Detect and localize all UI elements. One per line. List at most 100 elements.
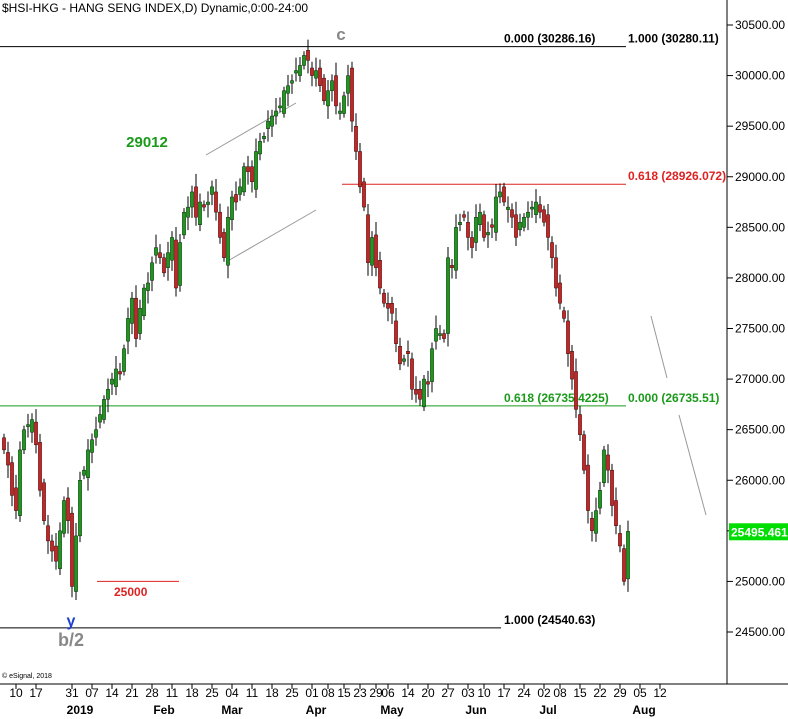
x-tick-label: 07 bbox=[85, 686, 99, 700]
x-tick-label: 18 bbox=[265, 686, 279, 700]
candle-up bbox=[182, 211, 186, 236]
candle-down bbox=[546, 214, 550, 238]
candle-up bbox=[266, 120, 270, 129]
x-tick-label: 21 bbox=[125, 686, 139, 700]
y-tick-label: 26500.00 bbox=[735, 423, 785, 437]
candle-down bbox=[510, 209, 514, 218]
candle-down bbox=[218, 211, 222, 238]
y-tick-label: 29000.00 bbox=[735, 170, 785, 184]
candle-up bbox=[430, 348, 434, 382]
last-price-box bbox=[729, 523, 788, 541]
candle-down bbox=[562, 310, 566, 319]
candle-down bbox=[610, 469, 614, 506]
candle-down bbox=[586, 464, 590, 511]
candle-down bbox=[234, 194, 238, 203]
candle-down bbox=[14, 487, 18, 511]
x-tick-label: 17 bbox=[29, 686, 43, 700]
candle-up bbox=[314, 70, 318, 79]
candle-down bbox=[354, 125, 358, 152]
candle-up bbox=[370, 237, 374, 266]
candle-up bbox=[22, 429, 26, 451]
candle-down bbox=[134, 297, 138, 339]
y-tick-label: 28500.00 bbox=[735, 220, 785, 234]
candle-down bbox=[194, 186, 198, 218]
candle-up bbox=[106, 389, 110, 400]
candle-up bbox=[506, 206, 510, 210]
x-tick-label: 20 bbox=[421, 686, 435, 700]
candle-down bbox=[34, 421, 38, 446]
candle-up bbox=[170, 237, 174, 261]
candle-up bbox=[18, 449, 22, 516]
candle-up bbox=[278, 105, 282, 109]
x-month-label: Apr bbox=[306, 703, 327, 717]
candle-up bbox=[294, 70, 298, 74]
last-price-badge: 25495.461 bbox=[729, 523, 788, 541]
y-tick-label: 29500.00 bbox=[735, 119, 785, 133]
level-label: 25000 bbox=[114, 585, 148, 599]
candle-down bbox=[570, 351, 574, 380]
candle-down bbox=[46, 525, 50, 542]
y-tick-label: 27000.00 bbox=[735, 372, 785, 386]
candle-up bbox=[30, 419, 34, 433]
candle-down bbox=[550, 242, 554, 258]
x-tick-label: 25 bbox=[285, 686, 299, 700]
x-tick-label: 15 bbox=[573, 686, 587, 700]
candle-down bbox=[590, 517, 594, 532]
candle-down bbox=[334, 75, 338, 107]
fib-level-label-left: 0.000 (30286.16) bbox=[504, 32, 595, 46]
candle-up bbox=[330, 80, 334, 91]
candle-up bbox=[274, 110, 278, 117]
candle-down bbox=[306, 50, 310, 61]
y-tick-label: 28000.00 bbox=[735, 271, 785, 285]
candle-up bbox=[526, 211, 530, 218]
candle-up bbox=[94, 429, 98, 438]
candle-down bbox=[614, 500, 618, 526]
candle-down bbox=[118, 371, 122, 375]
candle-up bbox=[342, 95, 346, 114]
candle-up bbox=[154, 247, 158, 256]
x-tick-label: 22 bbox=[593, 686, 607, 700]
x-tick-label: 11 bbox=[166, 686, 179, 700]
candle-up bbox=[498, 191, 502, 198]
candle-up bbox=[78, 480, 82, 537]
candle-up bbox=[262, 136, 266, 140]
y-tick-label: 30000.00 bbox=[735, 69, 785, 83]
y-tick-label: 27500.00 bbox=[735, 322, 785, 336]
x-tick-label: 31 bbox=[65, 686, 79, 700]
x-tick-label: 18 bbox=[185, 686, 199, 700]
candle-up bbox=[478, 211, 482, 226]
candle-up bbox=[438, 333, 442, 336]
candle-down bbox=[490, 224, 494, 228]
candle-up bbox=[26, 424, 30, 427]
candle-down bbox=[606, 454, 610, 471]
candle-down bbox=[214, 191, 218, 213]
candle-up bbox=[422, 378, 426, 408]
candle-down bbox=[542, 209, 546, 223]
candle-down bbox=[462, 214, 466, 218]
candles bbox=[2, 39, 630, 601]
candle-down bbox=[582, 434, 586, 471]
candle-up bbox=[166, 252, 170, 269]
wave-label: c bbox=[336, 25, 345, 44]
candle-down bbox=[482, 214, 486, 238]
candle-down bbox=[38, 442, 42, 491]
price-axis: 30500.00 30000.00 29500.00 29000.00 28500.00… bbox=[727, 18, 785, 639]
candle-up bbox=[58, 530, 62, 569]
candle-down bbox=[322, 77, 326, 102]
candle-up bbox=[190, 191, 194, 208]
x-month-label: Aug bbox=[632, 703, 655, 717]
candle-up bbox=[458, 222, 462, 226]
x-tick-label: 24 bbox=[517, 686, 531, 700]
candle-down bbox=[426, 381, 430, 385]
candle-down bbox=[418, 389, 422, 400]
fib-level-label-right: 1.000 (30280.11) bbox=[628, 32, 719, 46]
x-tick-label: 14 bbox=[401, 686, 415, 700]
candle-up bbox=[62, 500, 66, 534]
candle-down bbox=[470, 237, 474, 248]
candle-up bbox=[270, 115, 274, 127]
x-tick-label: 01 bbox=[305, 686, 319, 700]
candle-down bbox=[246, 166, 250, 172]
candle-up bbox=[206, 201, 210, 205]
y-tick-label: 26000.00 bbox=[735, 473, 785, 487]
